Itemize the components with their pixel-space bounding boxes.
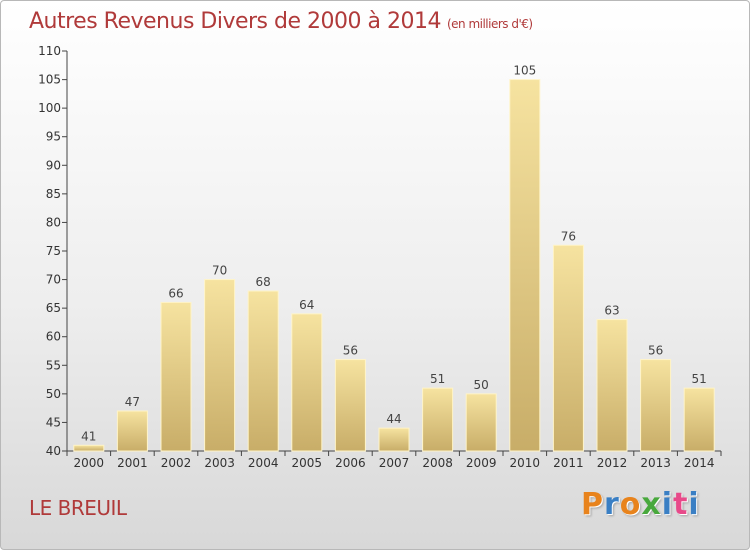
- y-tick-label: 85: [46, 187, 61, 201]
- logo-letter: i: [688, 487, 700, 522]
- y-tick-label: 70: [46, 273, 61, 287]
- logo-letter: t: [673, 487, 689, 522]
- logo-letter: r: [604, 487, 620, 522]
- data-label: 63: [604, 304, 619, 318]
- chart-unit: (en milliers d'€): [446, 17, 533, 31]
- data-label: 47: [125, 395, 140, 409]
- bar: [552, 244, 584, 452]
- data-label: 56: [343, 344, 358, 358]
- data-label: 64: [299, 298, 314, 312]
- data-label: 51: [430, 372, 445, 386]
- y-tick-label: 100: [38, 101, 61, 115]
- x-tick-label: 2003: [204, 456, 235, 470]
- bar: [422, 387, 454, 452]
- data-label: 105: [513, 64, 536, 78]
- data-label: 76: [561, 229, 576, 243]
- logo-letter: P: [581, 487, 604, 522]
- bar: [291, 313, 323, 452]
- y-tick-label: 80: [46, 215, 61, 229]
- y-tick-label: 75: [46, 244, 61, 258]
- y-tick-label: 40: [46, 444, 61, 458]
- y-tick-label: 50: [46, 387, 61, 401]
- data-label: 56: [648, 344, 663, 358]
- bar: [683, 387, 715, 452]
- bar: [509, 79, 541, 452]
- bar: [596, 319, 628, 452]
- data-label: 50: [474, 378, 489, 392]
- bar: [247, 290, 279, 452]
- y-tick-label: 95: [46, 130, 61, 144]
- x-tick-label: 2002: [161, 456, 192, 470]
- place-name: LE BREUIL: [29, 496, 127, 520]
- logo-letter: o: [619, 487, 642, 522]
- y-axis: 40 45 50 55 60 65 70 75 80 85 90 95 100 105 110: [38, 44, 68, 458]
- y-tick-label: 55: [46, 358, 61, 372]
- logo-letter: i: [661, 487, 674, 522]
- y-tick-label: 110: [38, 44, 61, 58]
- bar: [116, 410, 148, 452]
- bar: [378, 427, 410, 452]
- x-tick-label: 2013: [640, 456, 671, 470]
- data-label: 66: [168, 286, 183, 300]
- data-label: 70: [212, 264, 227, 278]
- x-tick-label: 2010: [510, 456, 541, 470]
- x-tick-label: 2014: [684, 456, 715, 470]
- bar: [160, 301, 192, 452]
- x-tick-label: 2001: [117, 456, 148, 470]
- y-tick-label: 90: [46, 158, 61, 172]
- data-label: 41: [81, 429, 96, 443]
- bar: [465, 393, 497, 452]
- data-label: 51: [692, 372, 707, 386]
- y-tick-label: 60: [46, 330, 61, 344]
- data-label: 68: [256, 275, 271, 289]
- x-tick-label: 2005: [292, 456, 323, 470]
- x-tick-label: 2011: [553, 456, 584, 470]
- x-tick-label: 2007: [379, 456, 410, 470]
- data-labels: 41 47 66 70 68 64 56 44 51 50 105 76 63 56 51: [81, 64, 707, 444]
- bar: [334, 359, 366, 452]
- bar: [73, 444, 105, 452]
- x-axis: 2000 2001 2002 2003 2004 2005 2006 2007 2008 2009…: [66, 450, 722, 470]
- chart-title-text: Autres Revenus Divers de 2000 à 2014: [29, 9, 441, 34]
- chart-title: Autres Revenus Divers de 2000 à 2014 (en …: [29, 9, 533, 34]
- x-tick-label: 2009: [466, 456, 497, 470]
- logo-letter: x: [641, 487, 662, 522]
- bar: [640, 359, 672, 452]
- y-tick-label: 105: [38, 73, 61, 87]
- y-tick-label: 65: [46, 301, 61, 315]
- y-tick-label: 45: [46, 415, 61, 429]
- data-label: 44: [386, 412, 401, 426]
- proxiti-logo[interactable]: Proxiti: [581, 487, 700, 522]
- bars: [73, 79, 715, 452]
- x-tick-label: 2004: [248, 456, 279, 470]
- x-tick-label: 2012: [597, 456, 628, 470]
- x-tick-label: 2008: [422, 456, 453, 470]
- x-tick-label: 2000: [74, 456, 105, 470]
- x-tick-label: 2006: [335, 456, 366, 470]
- bar: [204, 279, 236, 452]
